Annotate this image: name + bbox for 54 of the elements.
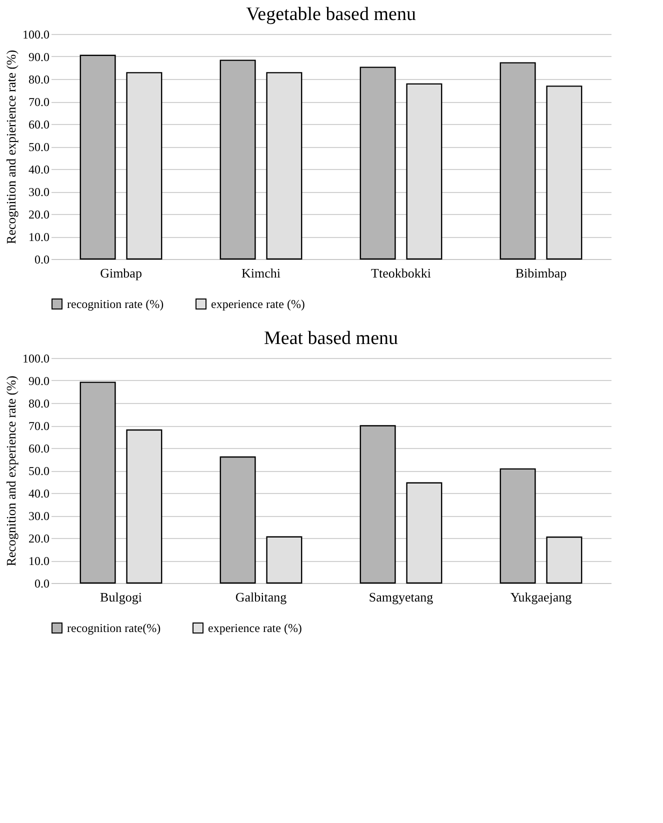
x-tick-label: Gimbap — [100, 266, 142, 280]
y-tick-label: 70.0 — [28, 419, 50, 433]
y-tick-label: 50.0 — [28, 464, 50, 478]
y-tick-label: 90.0 — [28, 50, 50, 64]
y-tick-label: 20.0 — [28, 208, 50, 222]
y-tick-label: 80.0 — [28, 72, 50, 86]
legend-label: experience rate (%) — [211, 297, 305, 311]
x-tick-label: Galbitang — [235, 590, 288, 604]
y-tick-label: 0.0 — [34, 252, 50, 266]
y-tick-label: 30.0 — [28, 185, 50, 199]
y-axis-title: Recognition and expierience rate (%) — [4, 50, 18, 244]
y-tick-label: 40.0 — [28, 162, 50, 176]
bar — [406, 83, 442, 260]
x-tick-label: Bibimbap — [515, 266, 567, 280]
y-tick-label: 60.0 — [28, 118, 50, 132]
y-tick-label: 10.0 — [28, 230, 50, 244]
y-tick-label: 70.0 — [28, 95, 50, 109]
y-tick-label: 100.0 — [22, 28, 50, 42]
bar — [360, 66, 396, 260]
legend-label: recognition rate(%) — [67, 621, 161, 635]
x-tick-label: Kimchi — [242, 266, 281, 280]
y-tick-label: 0.0 — [34, 576, 50, 590]
bar — [80, 382, 116, 584]
x-tick-label: Tteokbokki — [371, 266, 432, 280]
y-tick-label: 10.0 — [28, 554, 50, 568]
bar — [266, 72, 302, 260]
bar — [80, 54, 116, 260]
y-tick-label: 60.0 — [28, 442, 50, 456]
bar — [406, 482, 442, 584]
bar — [500, 62, 536, 260]
y-tick-label: 90.0 — [28, 374, 50, 388]
y-tick-label: 100.0 — [22, 352, 50, 366]
bar — [360, 425, 396, 584]
legend-label: recognition rate (%) — [67, 297, 164, 311]
x-tick-label: Bulgogi — [100, 590, 142, 604]
y-tick-label: 30.0 — [28, 509, 50, 523]
bar — [500, 468, 536, 584]
bar — [126, 72, 162, 260]
bar — [546, 86, 582, 260]
y-tick-label: 40.0 — [28, 486, 50, 500]
x-tick-label: Samgyetang — [368, 590, 434, 604]
bar — [220, 456, 256, 584]
y-tick-label: 80.0 — [28, 396, 50, 410]
bar — [546, 536, 582, 584]
chart-title: Vegetable based menu — [246, 4, 416, 25]
y-axis-title: Recognition and experience rate (%) — [4, 376, 18, 566]
x-tick-label: Yukgaejang — [510, 590, 572, 604]
legend-label: experience rate (%) — [208, 621, 302, 635]
bar — [220, 60, 256, 260]
y-tick-label: 50.0 — [28, 140, 50, 154]
y-tick-label: 20.0 — [28, 532, 50, 546]
bar — [266, 536, 302, 584]
bar — [126, 429, 162, 584]
chart-title: Meat based menu — [264, 328, 399, 349]
